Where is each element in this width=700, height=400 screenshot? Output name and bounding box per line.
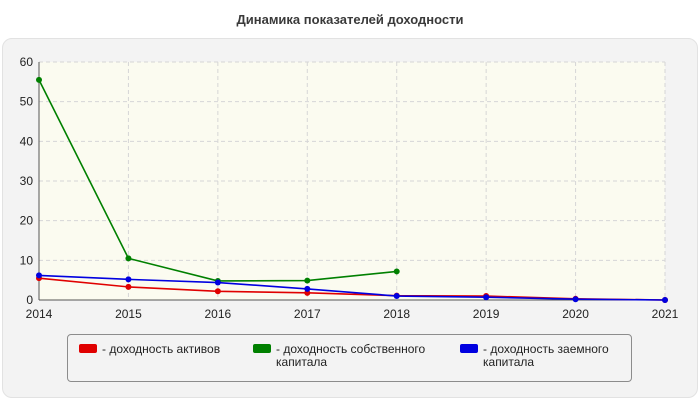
legend-swatch (79, 344, 97, 353)
series-point-2 (662, 297, 668, 303)
x-tick-label: 2020 (562, 307, 589, 321)
x-tick-label: 2021 (652, 307, 679, 321)
y-tick-label: 30 (20, 174, 34, 188)
x-tick-label: 2015 (115, 307, 142, 321)
y-tick-label: 40 (20, 134, 34, 148)
x-tick-label: 2016 (205, 307, 232, 321)
y-tick-label: 20 (20, 214, 34, 228)
series-line-2 (38, 274, 666, 301)
legend-label: - доходность собственного капитала (276, 342, 426, 369)
y-tick-label: 0 (26, 293, 33, 307)
y-tick-label: 60 (20, 55, 34, 69)
legend-label: - доходность активов (102, 342, 221, 356)
series-point-1 (36, 76, 42, 83)
series-point-1 (393, 268, 400, 275)
y-tick-label: 50 (20, 95, 34, 109)
series-point-2 (393, 293, 400, 300)
series-point-1 (125, 255, 132, 262)
series-point-2 (36, 272, 42, 279)
chart-legend: - доходность активов - доходность собств… (67, 334, 632, 382)
legend-label: - доходность заемного капитала (483, 342, 609, 369)
x-tick-label: 2014 (26, 307, 53, 321)
series-point-2 (572, 296, 579, 303)
series-point-0 (125, 283, 132, 290)
legend-swatch (460, 344, 478, 353)
series-point-2 (214, 279, 221, 286)
series-point-1 (304, 277, 311, 284)
x-tick-label: 2017 (294, 307, 321, 321)
series-point-0 (214, 288, 221, 295)
series-point-2 (304, 285, 311, 292)
y-tick-label: 10 (20, 253, 34, 267)
legend-swatch (253, 344, 271, 353)
chart-title: Динамика показателей доходности (236, 12, 464, 27)
series-point-2 (125, 276, 132, 283)
series-point-2 (483, 294, 490, 301)
x-tick-label: 2018 (383, 307, 410, 321)
x-tick-label: 2019 (473, 307, 500, 321)
